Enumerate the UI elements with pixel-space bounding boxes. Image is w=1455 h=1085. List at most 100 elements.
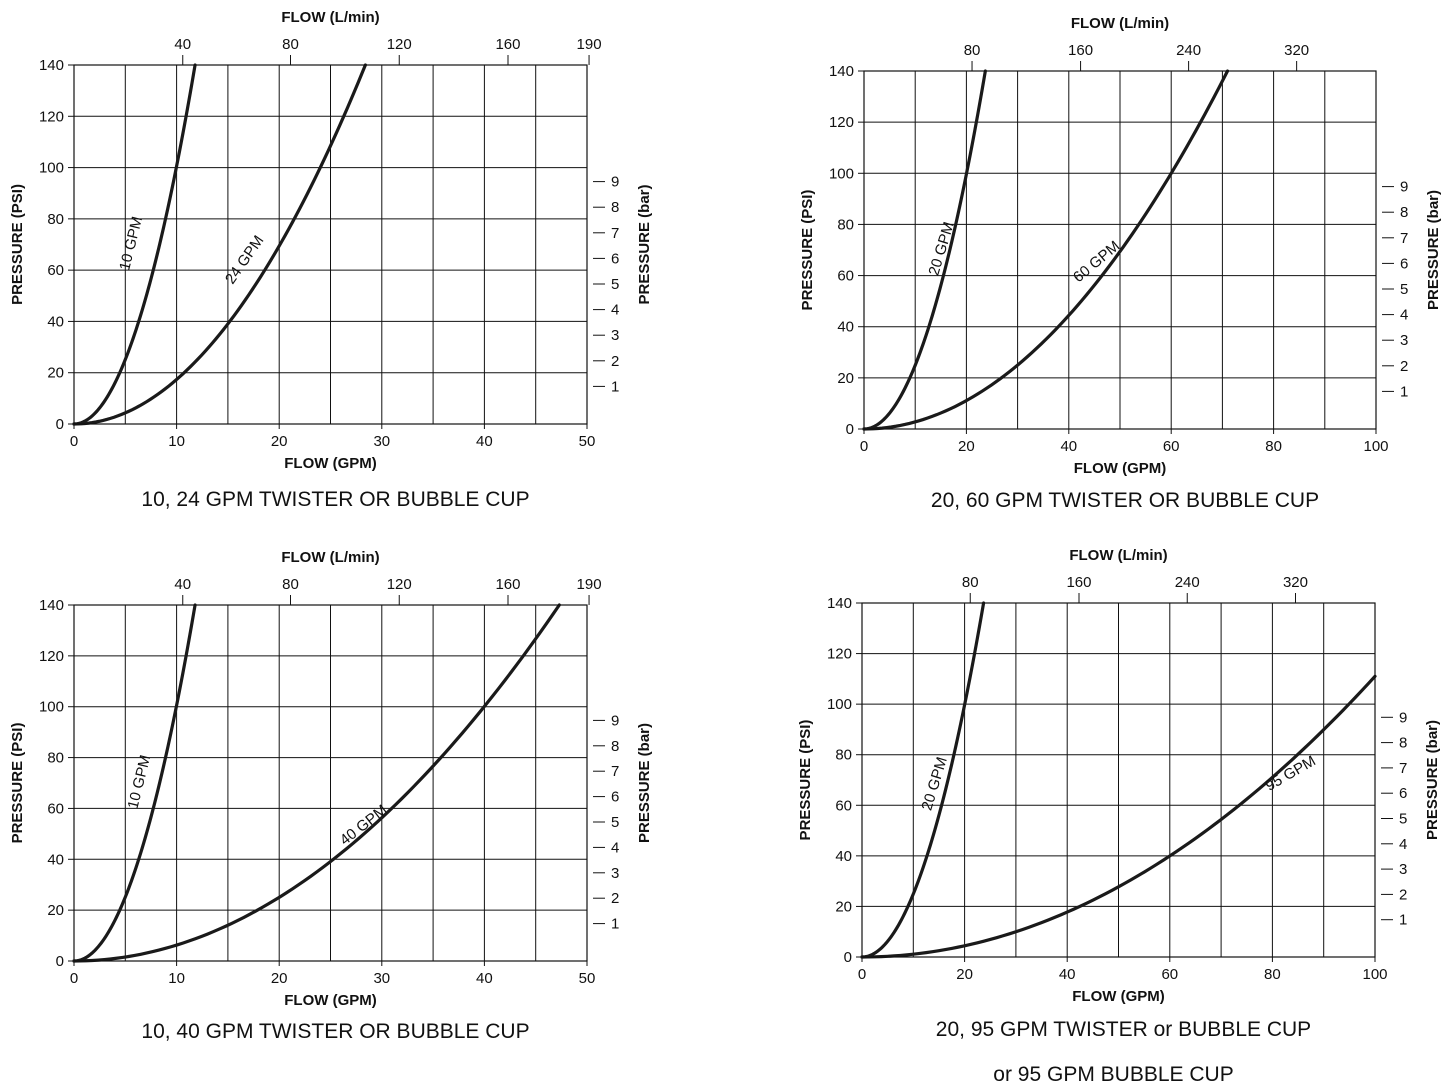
series-line-24-gpm — [72, 63, 367, 426]
x-tick-label: 50 — [579, 970, 596, 987]
y-tick-label: 120 — [827, 646, 852, 663]
x-tick-label: 60 — [1163, 438, 1180, 455]
series-label: 10 GPM — [116, 215, 146, 273]
right-tick-label: 6 — [1399, 785, 1407, 802]
x-tick-label: 80 — [1264, 966, 1281, 983]
right-tick-label: 9 — [611, 174, 619, 191]
y-tick-label: 40 — [835, 848, 852, 865]
series-label: 60 GPM — [1070, 238, 1123, 286]
top-tick-label: 240 — [1176, 42, 1201, 59]
right-tick-label: 4 — [611, 839, 619, 856]
x-tick-label: 0 — [70, 433, 78, 450]
y-tick-label: 100 — [829, 165, 854, 182]
y-tick-label: 60 — [47, 262, 64, 279]
top-axis-label: FLOW (L/min) — [1071, 15, 1169, 32]
x-tick-label: 100 — [1362, 966, 1387, 983]
right-tick-label: 5 — [1399, 811, 1407, 828]
top-tick-label: 80 — [962, 574, 979, 591]
x-tick-label: 30 — [373, 433, 390, 450]
y-tick-label: 100 — [39, 160, 64, 177]
right-tick-label: 4 — [1400, 307, 1408, 324]
y-axis-label: PRESSURE (PSI) — [799, 190, 816, 311]
right-tick-label: 7 — [611, 763, 619, 780]
right-tick-label: 8 — [611, 199, 619, 216]
x-tick-label: 20 — [958, 438, 975, 455]
top-axis-label: FLOW (L/min) — [281, 549, 379, 566]
y-tick-label: 60 — [835, 797, 852, 814]
x-tick-label: 100 — [1363, 438, 1388, 455]
right-tick-label: 8 — [1400, 204, 1408, 221]
right-tick-label: 8 — [611, 738, 619, 755]
x-tick-label: 40 — [1059, 966, 1076, 983]
top-tick-label: 120 — [387, 576, 412, 593]
y-tick-label: 80 — [837, 216, 854, 233]
x-tick-label: 0 — [70, 970, 78, 987]
x-tick-label: 30 — [373, 970, 390, 987]
y-tick-label: 140 — [39, 597, 64, 614]
x-tick-label: 40 — [476, 433, 493, 450]
plot-frame — [73, 64, 588, 425]
series-line-20-gpm — [860, 601, 986, 959]
right-tick-label: 2 — [611, 353, 619, 370]
top-tick-label: 160 — [1068, 42, 1093, 59]
right-tick-label: 9 — [1400, 179, 1408, 196]
right-tick-label: 6 — [611, 250, 619, 267]
y-axis-label: PRESSURE (PSI) — [9, 184, 26, 305]
y-tick-label: 120 — [829, 114, 854, 131]
y-tick-label: 100 — [827, 696, 852, 713]
x-tick-label: 10 — [168, 970, 185, 987]
right-tick-label: 2 — [1399, 886, 1407, 903]
top-tick-label: 190 — [577, 576, 602, 593]
x-tick-label: 50 — [579, 433, 596, 450]
y-tick-label: 80 — [47, 211, 64, 228]
right-tick-label: 9 — [611, 712, 619, 729]
top-tick-label: 40 — [174, 36, 191, 53]
y-axis-label: PRESSURE (PSI) — [797, 720, 814, 841]
series-line-20-gpm — [862, 69, 987, 431]
x-tick-label: 80 — [1265, 438, 1282, 455]
chart-caption: 20, 95 GPM TWISTER or BUBBLE CUP — [936, 1018, 1311, 1041]
right-axis-label: PRESSURE (bar) — [636, 723, 653, 843]
right-tick-label: 1 — [611, 916, 619, 933]
right-tick-label: 6 — [611, 789, 619, 806]
right-tick-label: 1 — [1400, 383, 1408, 400]
x-tick-label: 20 — [271, 433, 288, 450]
y-tick-label: 120 — [39, 648, 64, 665]
plot-frame — [863, 70, 1377, 430]
x-tick-label: 40 — [1060, 438, 1077, 455]
right-tick-label: 2 — [611, 890, 619, 907]
y-tick-label: 20 — [47, 902, 64, 919]
y-tick-label: 0 — [56, 953, 64, 970]
top-tick-label: 80 — [964, 42, 981, 59]
plot-frame — [73, 604, 588, 962]
x-tick-label: 60 — [1161, 966, 1178, 983]
right-tick-label: 6 — [1400, 255, 1408, 272]
chart-3: 0 10 20 30 40 50 0 20 40 60 80 100 120 140 40 80 120 160 1… — [9, 549, 653, 1043]
y-tick-label: 40 — [837, 319, 854, 336]
x-tick-label: 10 — [168, 433, 185, 450]
series-line-40-gpm — [72, 603, 561, 963]
series-line-60-gpm — [862, 69, 1230, 431]
top-tick-label: 80 — [282, 36, 299, 53]
y-tick-label: 20 — [837, 370, 854, 387]
chart-caption: 10, 24 GPM TWISTER OR BUBBLE CUP — [141, 488, 529, 511]
y-tick-label: 0 — [846, 421, 854, 438]
right-axis-label: PRESSURE (bar) — [636, 184, 653, 304]
top-tick-label: 190 — [577, 36, 602, 53]
y-tick-label: 20 — [835, 898, 852, 915]
right-tick-label: 2 — [1400, 358, 1408, 375]
chart-caption: 10, 40 GPM TWISTER OR BUBBLE CUP — [141, 1020, 529, 1043]
y-tick-label: 40 — [47, 313, 64, 330]
top-tick-label: 120 — [387, 36, 412, 53]
right-tick-label: 4 — [1399, 836, 1407, 853]
top-tick-label: 80 — [282, 576, 299, 593]
top-tick-label: 320 — [1284, 42, 1309, 59]
right-tick-label: 5 — [611, 276, 619, 293]
right-tick-label: 1 — [1399, 912, 1407, 929]
x-axis-label: FLOW (GPM) — [284, 992, 376, 1009]
right-tick-label: 3 — [1399, 861, 1407, 878]
right-tick-label: 3 — [611, 327, 619, 344]
right-tick-label: 3 — [1400, 332, 1408, 349]
right-tick-label: 7 — [1400, 230, 1408, 247]
right-tick-label: 3 — [611, 865, 619, 882]
